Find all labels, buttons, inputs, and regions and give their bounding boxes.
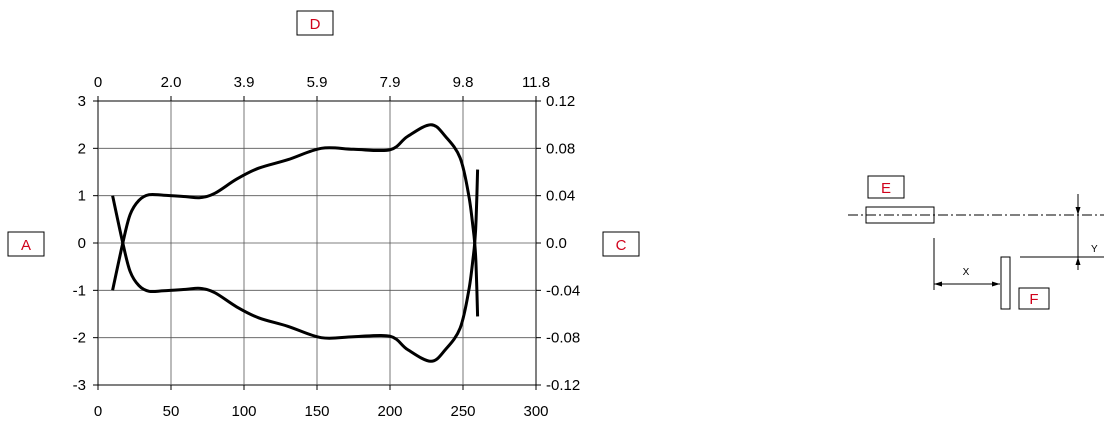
label-e-text: E [881,180,891,197]
label-f: F [1018,287,1050,310]
bottom-tick-label: 100 [231,403,256,420]
y-dimension-label: Y [1091,244,1098,255]
label-d: D [296,10,334,36]
bottom-tick-label: 250 [450,403,475,420]
right-tick-label: -0.12 [546,377,580,394]
bottom-tick-label: 300 [523,403,548,420]
right-tick-label: 0.12 [546,93,575,110]
top-tick-label: 7.9 [380,74,401,91]
left-tick-labels: 3 2 1 0 -1 -2 -3 [73,93,86,394]
right-tick-label: 0.08 [546,140,575,157]
y-arrow-bottom-icon [1075,257,1081,265]
top-tick-label: 2.0 [161,74,182,91]
top-tick-label: 5.9 [307,74,328,91]
bottom-tick-label: 50 [163,403,180,420]
label-a-text: A [21,237,31,254]
plot-area: 0 50 100 150 200 250 300 0 2.0 3.9 5.9 7.9 9.8 11.8 … [73,74,581,420]
bottom-tick-label: 0 [94,403,102,420]
label-e: E [867,175,905,199]
x-dimension-label: X [963,267,970,278]
label-f-text: F [1029,291,1038,308]
bottom-tick-label: 200 [377,403,402,420]
curve-upper [111,123,480,317]
right-tick-labels: 0.12 0.08 0.04 0.0 -0.04 -0.08 -0.12 [546,93,580,394]
y-arrow-top-icon [1075,207,1081,215]
right-tick-label: 0.0 [546,235,567,252]
right-tick-label: -0.08 [546,330,580,347]
label-a: A [7,231,45,257]
label-d-text: D [310,16,321,33]
bottom-tick-label: 150 [304,403,329,420]
x-arrow-right-icon [992,281,1000,287]
left-tick-label: 0 [78,235,86,252]
receiver-plate [1000,256,1011,310]
left-tick-label: 3 [78,93,86,110]
left-tick-label: -1 [73,282,86,299]
left-tick-label: 2 [78,140,86,157]
top-tick-labels: 0 2.0 3.9 5.9 7.9 9.8 11.8 [94,74,550,91]
x-arrow-left-icon [934,281,942,287]
label-c-text: C [616,237,627,254]
top-tick-label: 9.8 [453,74,474,91]
label-c: C [602,231,640,257]
top-tick-label: 3.9 [234,74,255,91]
right-tick-label: 0.04 [546,188,575,205]
top-tick-label: 0 [94,74,102,91]
right-tick-label: -0.04 [546,282,580,299]
bottom-tick-labels: 0 50 100 150 200 250 300 [94,403,549,420]
top-tick-label: 11.8 [522,74,550,91]
left-tick-label: -3 [73,377,86,394]
schematic: E X F Y [848,175,1104,310]
curve-lower [111,169,480,363]
left-tick-label: 1 [78,188,86,205]
left-tick-label: -2 [73,330,86,347]
